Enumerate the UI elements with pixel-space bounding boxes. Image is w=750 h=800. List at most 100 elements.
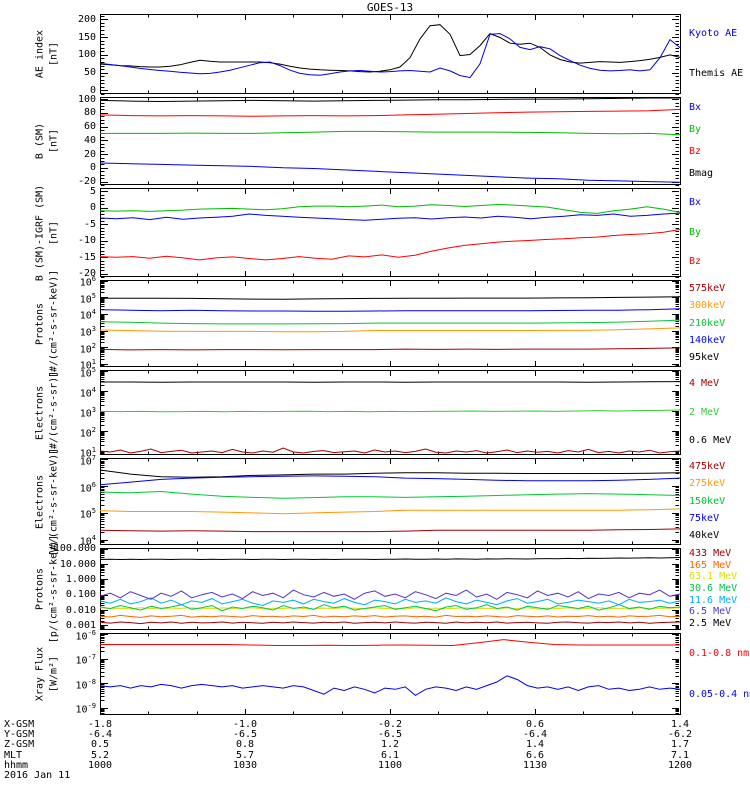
y-axis-label: Electrons [34, 474, 46, 529]
panel-protons-mev [100, 548, 681, 630]
x-axis-value: -6.5 [377, 729, 403, 741]
ytick-label: -10 [77, 235, 96, 247]
y-axis-label: B (SM) [34, 122, 46, 160]
ytick-label: 10-7 [75, 653, 96, 667]
x-axis-value: 0.5 [90, 739, 110, 751]
ytick-label: 50 [83, 67, 96, 79]
ytick-label: 100 [77, 49, 96, 61]
y-axis-label: [W/m²] [48, 655, 60, 693]
ytick-label: 101 [79, 445, 96, 459]
ytick-label: 100.000 [53, 543, 96, 555]
y-axis-label: [#/(cm²-s-sr-keV)] [48, 269, 60, 378]
ytick-label: 107 [79, 453, 96, 468]
x-axis-value: 0.8 [235, 739, 255, 751]
ytick-label: 101 [79, 358, 96, 372]
ytick-label: 0 [89, 202, 96, 214]
legend-label: Kyoto AE [689, 28, 738, 39]
x-axis-value: 1100 [377, 759, 403, 771]
y-axis-label: Xray Flux [34, 646, 46, 702]
x-axis-value: 6.6 [525, 749, 545, 761]
x-axis-value: 5.7 [235, 749, 255, 761]
ytick-label: 100 [77, 93, 96, 105]
legend-label: Bz [689, 256, 702, 268]
series-30.6-mev [99, 604, 681, 612]
ytick-label: 150 [77, 31, 96, 43]
panel-curves-b-sm [99, 97, 681, 183]
x-axis-value: 6.1 [380, 749, 400, 761]
panel-b-sm-igrf [100, 188, 681, 278]
ytick-label: -5 [83, 218, 96, 230]
series-by [99, 203, 681, 214]
x-axis-row-label: MLT [4, 749, 23, 761]
series-275kev [99, 508, 681, 515]
panel-curves-protons-mev [99, 557, 681, 625]
ytick-label: 0 [89, 162, 96, 174]
x-axis-value: 5.2 [90, 749, 110, 761]
panel-curves-xray-flux [99, 639, 681, 697]
x-axis-value: -1.0 [232, 719, 258, 730]
series-140kev [99, 308, 681, 312]
series-bz [99, 229, 681, 261]
legend-label: 2.5 MeV [689, 618, 732, 630]
panel-curves-protons-kev [99, 296, 681, 351]
legend-label: 0.05-0.4 nm [689, 688, 750, 700]
x-axis-value: 1.7 [670, 739, 690, 751]
legend-label: Bx [689, 102, 702, 113]
ytick-label: 104 [79, 534, 96, 548]
panel-b-sm [100, 97, 681, 186]
series-themis-ae [99, 24, 681, 73]
panel-curves-electrons-kev [99, 469, 681, 533]
legend-label: 433 MeV [689, 547, 732, 559]
ytick-label: 106 [79, 480, 96, 494]
panel-curves-b-sm-igrf [99, 203, 681, 261]
x-axis-row-label: Y-GSM [4, 729, 35, 741]
x-axis-row-label: X-GSM [4, 719, 35, 730]
legend-label: 300keV [689, 300, 726, 312]
ytick-label: -20 [77, 176, 96, 188]
ytick-label: 103 [79, 405, 96, 419]
series-4-mev [99, 447, 681, 454]
ytick-label: 102 [79, 341, 96, 355]
ytick-label: 10-6 [75, 628, 96, 643]
ytick-label: -15 [77, 251, 96, 263]
series-6.5-mev [99, 589, 681, 600]
ytick-label: 200 [77, 13, 96, 25]
ytick-label: 103 [79, 325, 96, 339]
legend-label: 2 MeV [689, 406, 720, 418]
y-axis-label: [nT] [48, 220, 60, 245]
ytick-label: 105 [79, 291, 96, 306]
ytick-label: 5 [89, 185, 96, 197]
legend-label: 6.5 MeV [689, 606, 732, 618]
ytick-label: 1.000 [65, 573, 96, 585]
x-axis-value: 1030 [232, 759, 258, 771]
page-title: GOES-13 [366, 1, 414, 14]
y-axis-label: [#/(cm²-s-sr)] [48, 370, 60, 455]
legend-label: 95keV [689, 352, 720, 364]
series-kyoto-ae [99, 33, 681, 79]
y-axis-label: [nT] [48, 128, 60, 154]
legend-label: Themis AE [689, 68, 744, 79]
ytick-label: 0.001 [65, 619, 96, 631]
y-axis-label: Protons [34, 302, 46, 345]
series-150kev [99, 490, 681, 499]
series-433-mev [99, 621, 681, 625]
panel-electrons-kev [100, 458, 681, 545]
ytick-label: 40 [83, 134, 96, 146]
legend-label: By [689, 226, 702, 238]
x-axis-value: -0.2 [377, 719, 403, 730]
x-axis-value: 7.1 [670, 749, 690, 761]
series-300kev [99, 327, 681, 333]
x-axis-value: 1.2 [380, 739, 400, 751]
ytick-label: 102 [79, 425, 96, 439]
series-bmag [99, 97, 680, 103]
series-bz [99, 108, 681, 117]
legend-label: 165 MeV [689, 559, 732, 571]
series-0.6-mev [100, 381, 681, 383]
ytick-label: 10-9 [75, 702, 96, 716]
y-axis-label: [nT] [48, 41, 60, 67]
ytick-label: 106 [79, 275, 96, 289]
y-axis-label: Electrons [34, 385, 46, 440]
x-axis-value: 0.6 [525, 719, 545, 730]
x-axis-value: 1130 [522, 759, 548, 771]
